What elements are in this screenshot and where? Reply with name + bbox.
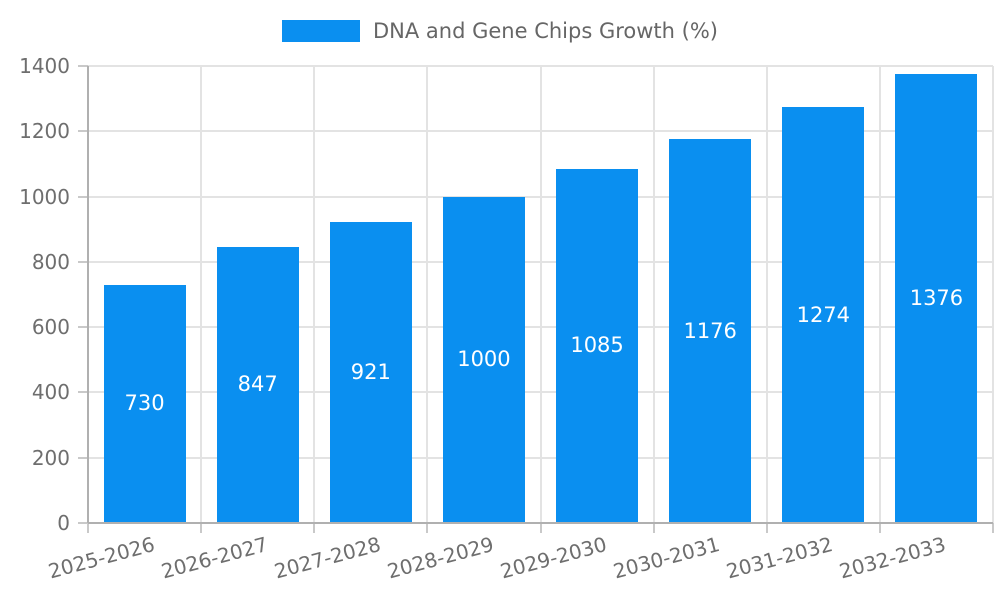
bar[interactable]: 730 xyxy=(103,284,186,523)
bar[interactable]: 847 xyxy=(216,246,299,523)
x-tick xyxy=(200,523,203,533)
y-tick xyxy=(78,65,88,67)
bar[interactable]: 1085 xyxy=(556,168,639,523)
bar-value-label: 847 xyxy=(237,372,278,397)
y-tick xyxy=(78,391,88,394)
x-gridline xyxy=(992,66,994,523)
x-tick xyxy=(878,523,881,533)
y-axis-line xyxy=(87,66,89,523)
y-tick-label: 1200 xyxy=(19,119,70,144)
bar-value-label: 1176 xyxy=(683,318,737,343)
x-tick-label: 2025-2026 xyxy=(45,532,157,584)
chart-legend-item[interactable]: DNA and Gene Chips Growth (%) xyxy=(0,19,1000,43)
bar[interactable]: 1274 xyxy=(782,107,865,523)
x-tick-label: 2029-2030 xyxy=(497,532,610,584)
x-tick-label: 2026-2027 xyxy=(158,532,270,584)
bar-value-label: 730 xyxy=(124,391,165,416)
bar[interactable]: 1000 xyxy=(442,196,525,523)
x-gridline xyxy=(200,66,203,523)
x-tick-label: 2032-2033 xyxy=(837,532,949,584)
y-tick-label: 0 xyxy=(57,511,70,535)
bar[interactable]: 921 xyxy=(329,222,412,523)
x-gridline xyxy=(426,66,429,523)
x-tick xyxy=(765,523,768,533)
y-tick xyxy=(78,195,88,198)
x-axis-line xyxy=(88,522,993,524)
x-tick-label: 2028-2029 xyxy=(384,532,497,584)
bar-value-label: 921 xyxy=(350,360,391,385)
x-gridline xyxy=(878,66,881,523)
y-tick xyxy=(78,522,88,524)
y-tick-label: 1400 xyxy=(19,54,70,78)
y-tick-label: 200 xyxy=(31,445,70,470)
x-gridline xyxy=(539,66,542,523)
bar[interactable]: 1176 xyxy=(669,139,752,523)
y-tick xyxy=(78,260,88,263)
x-tick xyxy=(652,523,655,533)
bar-value-label: 1376 xyxy=(909,285,964,310)
bar[interactable]: 1376 xyxy=(895,73,978,523)
x-tick xyxy=(426,523,429,533)
x-gridline xyxy=(313,66,316,523)
x-tick xyxy=(87,523,89,533)
x-tick xyxy=(992,523,994,533)
y-tick xyxy=(78,326,88,329)
bar-value-label: 1000 xyxy=(457,347,511,372)
y-tick-label: 400 xyxy=(31,380,70,405)
x-gridline xyxy=(765,66,768,523)
legend-swatch xyxy=(282,20,360,42)
legend-label: DNA and Gene Chips Growth (%) xyxy=(373,19,718,43)
x-tick-label: 2030-2031 xyxy=(610,532,723,584)
x-gridline xyxy=(652,66,655,523)
x-tick xyxy=(539,523,542,533)
x-tick-label: 2031-2032 xyxy=(724,532,836,584)
y-tick xyxy=(78,130,88,133)
bar-value-label: 1274 xyxy=(796,302,851,327)
x-tick-label: 2027-2028 xyxy=(271,532,384,584)
y-tick-label: 600 xyxy=(31,315,70,340)
x-tick xyxy=(313,523,316,533)
y-tick-label: 1000 xyxy=(19,184,70,209)
plot-area: 0 200 400 600 800 1000 1200 1400 730 847 921 1000 10… xyxy=(19,54,994,583)
y-tick-label: 800 xyxy=(31,249,70,274)
bar-value-label: 1085 xyxy=(570,333,624,358)
y-tick xyxy=(78,456,88,459)
